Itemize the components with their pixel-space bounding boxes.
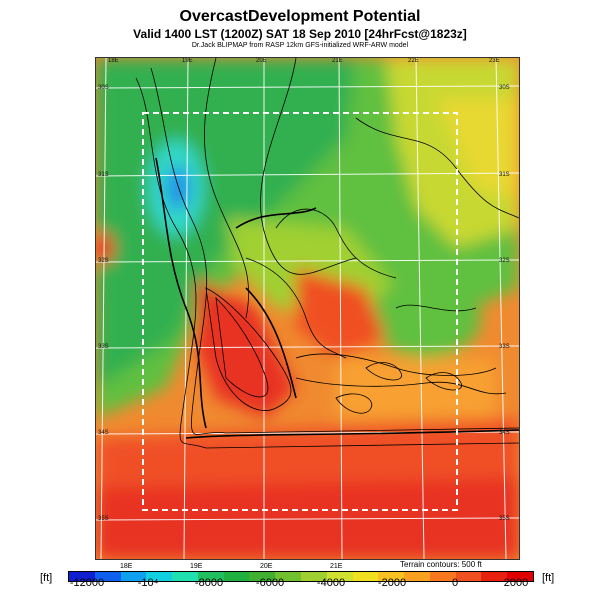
colorbar-unit-right: [ft] bbox=[542, 572, 555, 584]
map-graphic bbox=[96, 58, 519, 559]
map-lon-label-3: 20E bbox=[256, 58, 267, 64]
bottom-lon-label-1: 18E bbox=[120, 563, 133, 570]
colorbar-swatch bbox=[275, 572, 302, 581]
map-lon-label-5: 22E bbox=[408, 58, 419, 64]
colorbar-swatch bbox=[172, 572, 199, 581]
map-lat-label-r6: 35S bbox=[499, 516, 510, 522]
colorbar-swatch bbox=[94, 572, 121, 581]
colorbar-swatch bbox=[120, 572, 147, 581]
colorbar-label-2: -10⁴ bbox=[137, 577, 159, 589]
map-lon-label-1: 18E bbox=[108, 58, 119, 64]
colorbar-swatch bbox=[197, 572, 224, 581]
colorbar-swatch bbox=[326, 572, 353, 581]
bottom-lon-label-3: 20E bbox=[260, 563, 273, 570]
colorbar-swatch bbox=[455, 572, 482, 581]
colorbar-label-1: -12000 bbox=[69, 577, 105, 589]
colorbar-label-4: -6000 bbox=[255, 577, 285, 589]
colorbar-swatch bbox=[507, 572, 534, 581]
colorbar-label-8: 2000 bbox=[503, 577, 529, 589]
colorbar-swatch bbox=[404, 572, 431, 581]
colorbar-swatch bbox=[429, 572, 456, 581]
map-lat-label-6: 35S bbox=[98, 516, 109, 522]
terrain-contours-note: Terrain contours: 500 ft bbox=[400, 560, 482, 569]
forecast-map[interactable]: 18E 19E 20E 21E 22E 23E 30S 31S 32S 33S … bbox=[95, 57, 520, 560]
map-subtitle: Valid 1400 LST (1200Z) SAT 18 Sep 2010 [… bbox=[133, 27, 467, 41]
colorbar-swatch bbox=[146, 572, 173, 581]
map-lat-label-5: 34S bbox=[98, 430, 109, 436]
map-lat-label-r4: 33S bbox=[499, 344, 510, 350]
inner-domain-boundary bbox=[142, 112, 458, 511]
map-lat-label-2: 31S bbox=[98, 172, 109, 178]
map-lat-label-1: 30S bbox=[98, 85, 109, 91]
colorbar-swatch bbox=[352, 572, 379, 581]
terrain-contours bbox=[135, 58, 519, 449]
colorbar-swatch bbox=[378, 572, 405, 581]
colorbar-label-7: 0 bbox=[451, 577, 459, 589]
bold-contours bbox=[155, 157, 519, 439]
colorbar-area: 18E 19E 20E 21E Terrain contours: 500 ft… bbox=[0, 560, 600, 600]
colorbar bbox=[68, 571, 534, 582]
colorbar-unit-left: [ft] bbox=[40, 572, 53, 584]
map-lat-label-r3: 32S bbox=[499, 258, 510, 264]
colorbar-label-3: -8000 bbox=[194, 577, 224, 589]
colorbar-swatch bbox=[69, 572, 95, 581]
colorbar-swatch bbox=[481, 572, 508, 581]
map-title: OvercastDevelopment Potential bbox=[179, 8, 421, 25]
map-lon-label-2: 19E bbox=[182, 58, 193, 64]
bottom-lon-label-2: 19E bbox=[190, 563, 203, 570]
map-lon-label-6: 23E bbox=[489, 58, 500, 64]
map-lat-label-r5: 34S bbox=[499, 430, 510, 436]
map-credit: Dr.Jack BLIPMAP from RASP 12km GFS-initi… bbox=[191, 42, 409, 49]
map-lat-label-3: 32S bbox=[98, 258, 109, 264]
colorbar-label-5: -4000 bbox=[316, 577, 346, 589]
map-lon-label-4: 21E bbox=[332, 58, 343, 64]
map-lat-label-r1: 30S bbox=[499, 85, 510, 91]
map-lat-label-4: 33S bbox=[98, 344, 109, 350]
colorbar-swatch bbox=[223, 572, 250, 581]
colorbar-swatch bbox=[249, 572, 276, 581]
colorbar-swatch bbox=[301, 572, 327, 581]
colorbar-label-6: -2000 bbox=[377, 577, 407, 589]
color-field bbox=[96, 58, 519, 559]
map-lat-label-r2: 31S bbox=[499, 172, 510, 178]
bottom-lon-label-4: 21E bbox=[330, 563, 343, 570]
